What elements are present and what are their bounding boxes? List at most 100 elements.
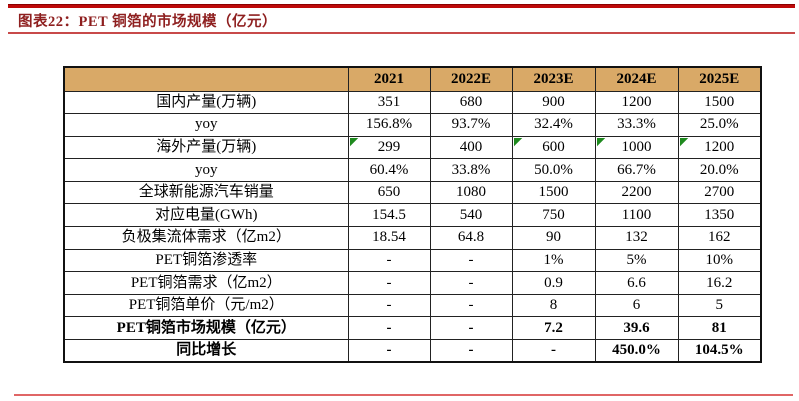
table-row: 同比增长 - - -450.0% 104.5% [63, 339, 762, 363]
table-cell: 1350 [677, 203, 762, 228]
table-row: 负极集流体需求（亿m2） 18.54 64.8 90 132 162 [63, 226, 762, 250]
table-cell: 1200 [677, 135, 762, 160]
top-divider [8, 4, 795, 8]
table-body: 国内产量(万辆) 351 680 900 1200 1500 yoy 156.8% 93.7% 3… [63, 90, 762, 363]
table-row: 全球新能源汽车销量 650 1080 1500 2200 2700 [63, 180, 762, 205]
table-cell: 0.9 [511, 271, 596, 295]
table-cell: - [347, 248, 431, 273]
table-cell: 90 [511, 226, 596, 250]
table-cell: 351 [347, 90, 431, 115]
table-cell: 650 [347, 180, 431, 205]
cell-corner-flag-icon [679, 137, 689, 147]
title-divider [8, 32, 795, 34]
table-row: PET铜箔渗透率 - -1% 5% 10% [63, 248, 762, 273]
table-cell: 66.7% [594, 158, 679, 182]
table-row: 海外产量(万辆) 299 400 600 1000 1200 [63, 135, 762, 160]
header-row: 2021 2022E 2023E 2024E 2025E [63, 66, 762, 92]
table-cell: 33.3% [594, 113, 679, 137]
table-cell: 10% [677, 248, 762, 273]
table-cell: 8 [511, 293, 596, 318]
table-cell: 64.8 [429, 226, 513, 250]
table-cell: 299 [347, 135, 431, 160]
table-cell: 60.4% [347, 158, 431, 182]
table-cell: 2700 [677, 180, 762, 205]
table-cell: 5 [677, 293, 762, 318]
table-header: 2021 2022E 2023E 2024E 2025E [63, 66, 762, 92]
table-cell: - [347, 339, 431, 363]
row-label: 对应电量(GWh) [63, 203, 349, 228]
row-label: PET铜箔需求（亿m2） [63, 271, 349, 295]
table-cell: 132 [594, 226, 679, 250]
table-cell: 1% [511, 248, 596, 273]
table-cell: 18.54 [347, 226, 431, 250]
table-cell: 156.8% [347, 113, 431, 137]
header-cell-year: 2025E [677, 66, 762, 92]
table-row: PET铜箔需求（亿m2） - -0.9 6.6 16.2 [63, 271, 762, 295]
table-cell: - [429, 339, 513, 363]
cell-corner-flag-icon [513, 137, 523, 147]
pet-copper-foil-market-table: 2021 2022E 2023E 2024E 2025E 国内产量(万辆) 351 680 9… [63, 66, 762, 364]
table-cell: 93.7% [429, 113, 513, 137]
table-cell: 154.5 [347, 203, 431, 228]
table-cell: 39.6 [594, 316, 679, 341]
header-cell-year: 2024E [594, 66, 679, 92]
row-label: yoy [63, 113, 349, 137]
table-cell: 25.0% [677, 113, 762, 137]
row-label: PET铜箔单价（元/m2） [63, 293, 349, 318]
table-row: PET铜箔单价（元/m2） - -8 6 5 [63, 293, 762, 318]
table-cell: 162 [677, 226, 762, 250]
table-cell: 2200 [594, 180, 679, 205]
table-cell: 1200 [594, 90, 679, 115]
table-cell: 450.0% [594, 339, 679, 363]
table-row: PET铜箔市场规模（亿元） - -7.2 39.6 81 [63, 316, 762, 341]
cell-corner-flag-icon [349, 137, 359, 147]
cell-corner-flag-icon [596, 137, 606, 147]
table-cell: 7.2 [511, 316, 596, 341]
table-cell: 81 [677, 316, 762, 341]
table-row: yoy 156.8% 93.7% 32.4% 33.3% 25.0% [63, 113, 762, 137]
row-label: 海外产量(万辆) [63, 135, 349, 160]
row-label: 同比增长 [63, 339, 349, 363]
table-cell: - [429, 271, 513, 295]
row-label: 国内产量(万辆) [63, 90, 349, 115]
table-cell: 104.5% [677, 339, 762, 363]
table-cell: 1500 [511, 180, 596, 205]
bottom-divider [14, 394, 793, 396]
table-cell: - [347, 316, 431, 341]
table-cell: 400 [429, 135, 513, 160]
table-row: 国内产量(万辆) 351 680 900 1200 1500 [63, 90, 762, 115]
table-cell: 33.8% [429, 158, 513, 182]
table-cell: 600 [511, 135, 596, 160]
table-cell: 16.2 [677, 271, 762, 295]
table-cell: - [429, 293, 513, 318]
table-cell: 540 [429, 203, 513, 228]
table-cell: 1100 [594, 203, 679, 228]
row-label: 全球新能源汽车销量 [63, 180, 349, 205]
table-cell: 5% [594, 248, 679, 273]
table-cell: 20.0% [677, 158, 762, 182]
table-cell: 750 [511, 203, 596, 228]
row-label: PET铜箔渗透率 [63, 248, 349, 273]
table-cell: 1080 [429, 180, 513, 205]
table-cell: 1000 [594, 135, 679, 160]
header-cell-year: 2023E [511, 66, 596, 92]
table-cell: 1500 [677, 90, 762, 115]
row-label: PET铜箔市场规模（亿元） [63, 316, 349, 341]
table-cell: - [347, 293, 431, 318]
table-cell: - [511, 339, 596, 363]
table-cell: - [429, 248, 513, 273]
table-cell: 900 [511, 90, 596, 115]
row-label: 负极集流体需求（亿m2） [63, 226, 349, 250]
header-cell-blank [63, 66, 349, 92]
header-cell-year: 2021 [347, 66, 431, 92]
table-cell: 6 [594, 293, 679, 318]
table-cell: 50.0% [511, 158, 596, 182]
table-cell: 680 [429, 90, 513, 115]
table-row: 对应电量(GWh) 154.5 540 750 1100 1350 [63, 203, 762, 228]
table-row: yoy 60.4% 33.8% 50.0% 66.7% 20.0% [63, 158, 762, 182]
table-cell: 32.4% [511, 113, 596, 137]
figure-title: 图表22：PET 铜箔的市场规模（亿元） [18, 14, 278, 30]
header-cell-year: 2022E [429, 66, 513, 92]
table-cell: - [429, 316, 513, 341]
table-cell: 6.6 [594, 271, 679, 295]
